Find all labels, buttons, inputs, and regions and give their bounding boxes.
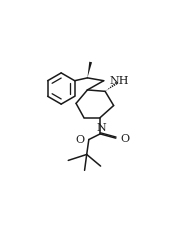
- Text: O: O: [76, 135, 85, 145]
- Text: O: O: [120, 133, 129, 143]
- Polygon shape: [87, 62, 92, 79]
- Text: NH: NH: [109, 75, 129, 85]
- Text: N: N: [96, 122, 106, 132]
